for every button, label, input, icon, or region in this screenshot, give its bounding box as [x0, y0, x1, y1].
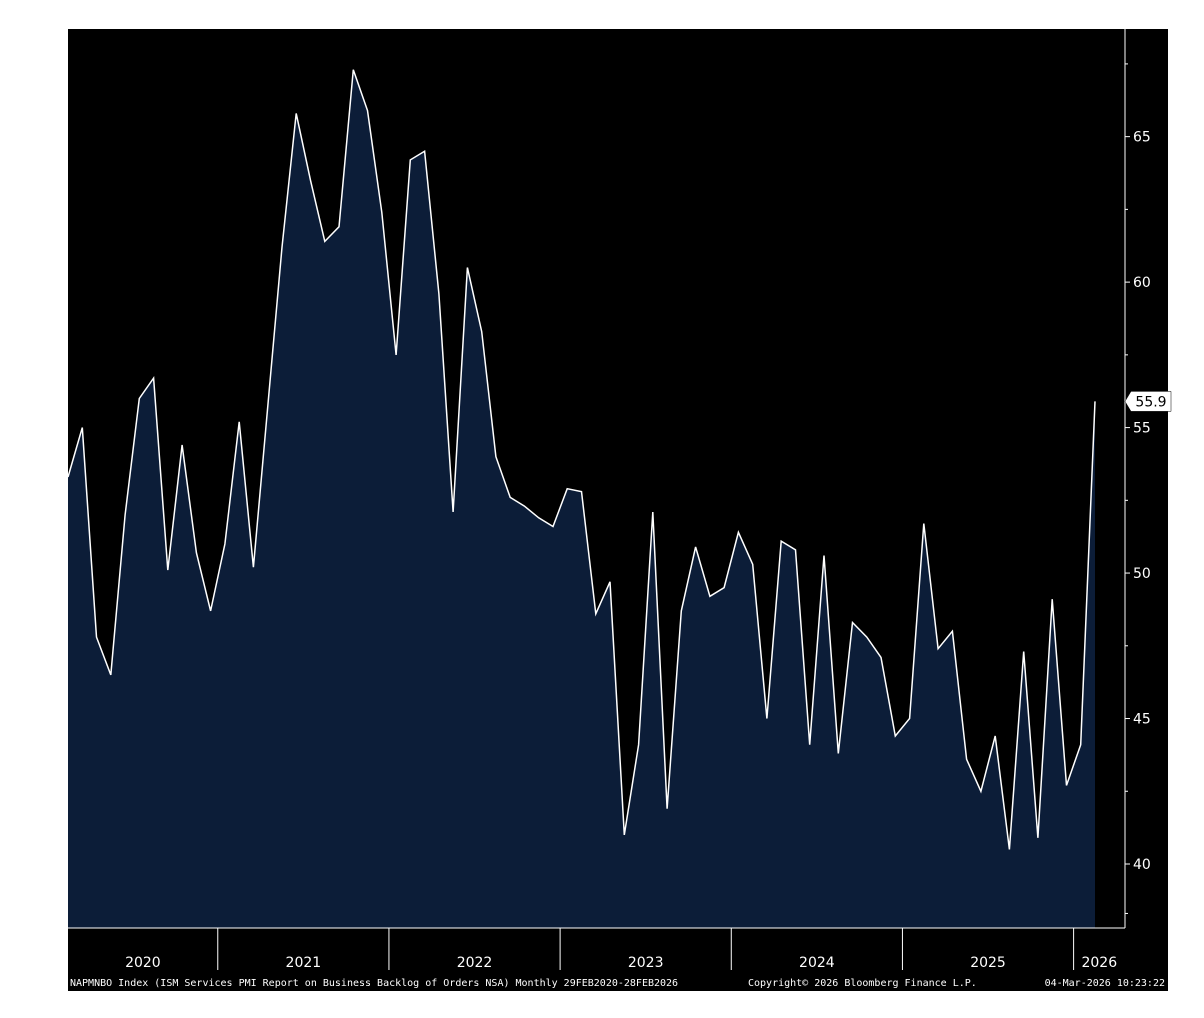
y-tick-label: 40 — [1133, 857, 1151, 873]
x-tick-label: 2022 — [457, 955, 493, 971]
y-tick-label: 60 — [1133, 275, 1151, 291]
axis-layer: 40 45 50 55 60 65 2020 2021 2022 2023 2024 2025 2026… — [68, 29, 1172, 971]
series-area — [68, 69, 1095, 928]
footer-description: NAPMNBO Index (ISM Services PMI Report o… — [70, 978, 678, 989]
x-tick-label: 2023 — [628, 955, 664, 971]
footer-copyright: Copyright© 2026 Bloomberg Finance L.P. — [748, 978, 977, 989]
footer-layer: NAPMNBO Index (ISM Services PMI Report o… — [70, 978, 1165, 989]
footer-timestamp: 04-Mar-2026 10:23:22 — [1045, 978, 1165, 989]
last-value-label-box — [1124, 391, 1172, 412]
series-line — [67, 69, 1096, 850]
y-tick-label: 55 — [1133, 421, 1151, 437]
x-tick-label: 2025 — [970, 955, 1006, 971]
x-tick-label: 2026 — [1081, 955, 1117, 971]
last-value-label: 55.9 — [1135, 394, 1166, 410]
plot-layer — [67, 69, 1096, 928]
x-tick-label: 2024 — [799, 955, 835, 971]
x-tick-label: 2021 — [286, 955, 322, 971]
y-tick-label: 65 — [1133, 130, 1151, 146]
y-tick-label: 50 — [1133, 566, 1151, 582]
x-tick-label: 2020 — [125, 955, 161, 971]
y-tick-label: 45 — [1133, 712, 1151, 728]
